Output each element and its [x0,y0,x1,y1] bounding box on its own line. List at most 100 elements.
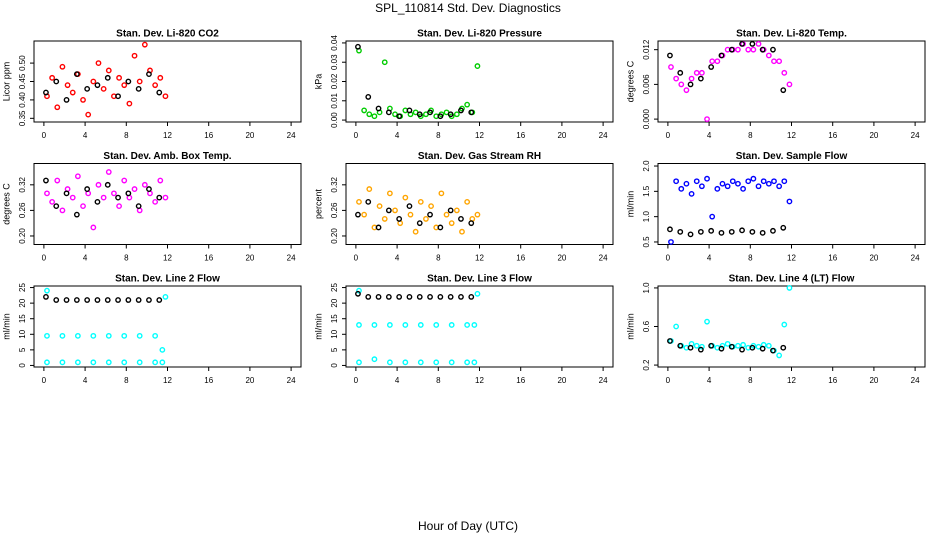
point [765,180,772,187]
x-tick-label: 20 [245,254,254,263]
point [437,113,444,120]
point [437,224,444,231]
point [781,69,788,76]
point [131,52,138,59]
point [381,59,388,66]
point [402,322,409,328]
point [448,359,455,366]
point [780,87,787,94]
point [44,359,50,366]
x-tick-label: 20 [869,376,878,385]
point [709,213,716,220]
x-tick-label: 24 [599,131,608,140]
point [156,297,163,303]
point [781,178,788,185]
x-tick-label: 16 [516,254,525,263]
point [355,211,361,218]
y-axis-label: percent [313,188,323,219]
x-tick-label: 16 [828,254,837,263]
x-tick-label: 4 [707,131,712,140]
point [85,111,92,118]
point [677,342,684,349]
point [448,220,455,227]
point [427,109,433,116]
x-tick-label: 4 [707,254,712,263]
x-tick-label: 12 [475,376,484,385]
y-tick-label: 10 [330,329,339,338]
y-axis-label: ml/min [313,313,323,340]
x-tick-label: 8 [124,131,129,140]
point [162,93,169,100]
point [135,297,142,303]
y-tick-label: 5 [330,347,339,352]
point [776,58,783,65]
point [152,198,159,205]
point [141,41,148,48]
x-tick-label: 16 [516,131,525,140]
point [474,63,481,69]
y-tick-label: 0.45 [18,73,27,89]
point [780,344,787,351]
x-tick-label: 0 [42,376,47,385]
point [749,344,756,351]
point [464,359,471,366]
y-tick-label: 25 [330,283,339,292]
point [386,190,393,197]
point [786,198,793,205]
panel-title: Stan. Dev. Amb. Box Temp. [103,151,231,162]
point [376,203,383,210]
point [433,322,440,328]
point [386,322,393,328]
x-tick-label: 16 [204,254,213,263]
point [74,173,81,180]
y-axis-label: Licor ppm [1,62,11,102]
x-tick-label: 4 [395,254,400,263]
x-tick-label: 12 [475,254,484,263]
point [708,342,715,349]
point [95,181,102,188]
point [121,332,128,339]
y-tick-label: 0 [330,363,339,368]
y-axis-label: kPa [313,74,323,90]
y-axis-label: degrees C [1,183,11,225]
y-tick-label: 0.6 [642,320,651,332]
point [759,345,766,352]
y-tick-label: 0.26 [330,202,339,218]
figure-title: SPL_110814 Std. Dev. Diagnostics [375,1,561,15]
point [786,81,793,88]
panel-title: Stan. Dev. Li-820 Temp. [736,29,847,40]
point [59,359,66,366]
point [776,352,783,359]
y-axis-label: degrees C [625,60,635,102]
point [688,190,695,197]
point [43,89,49,96]
y-tick-label: 1.5 [642,185,651,197]
point [780,224,787,231]
point [59,207,66,214]
point [697,75,704,82]
point [162,194,169,201]
point [749,228,756,235]
point [667,52,673,59]
x-tick-label: 8 [124,254,129,263]
point [416,220,423,227]
panel-title: Stan. Dev. Gas Stream RH [418,151,541,162]
point [749,40,756,47]
point [667,226,673,233]
point [73,211,80,218]
point [728,228,735,235]
point [94,82,101,89]
y-tick-label: 0.40 [18,92,27,108]
point [90,224,97,231]
point [44,287,50,294]
point [718,345,725,352]
point [146,297,152,303]
point [750,175,757,182]
point [427,294,433,300]
point [121,359,128,366]
point [740,185,746,192]
y-tick-label: 0.006 [642,74,651,95]
point [464,322,471,328]
y-tick-label: 0.00 [330,112,339,128]
